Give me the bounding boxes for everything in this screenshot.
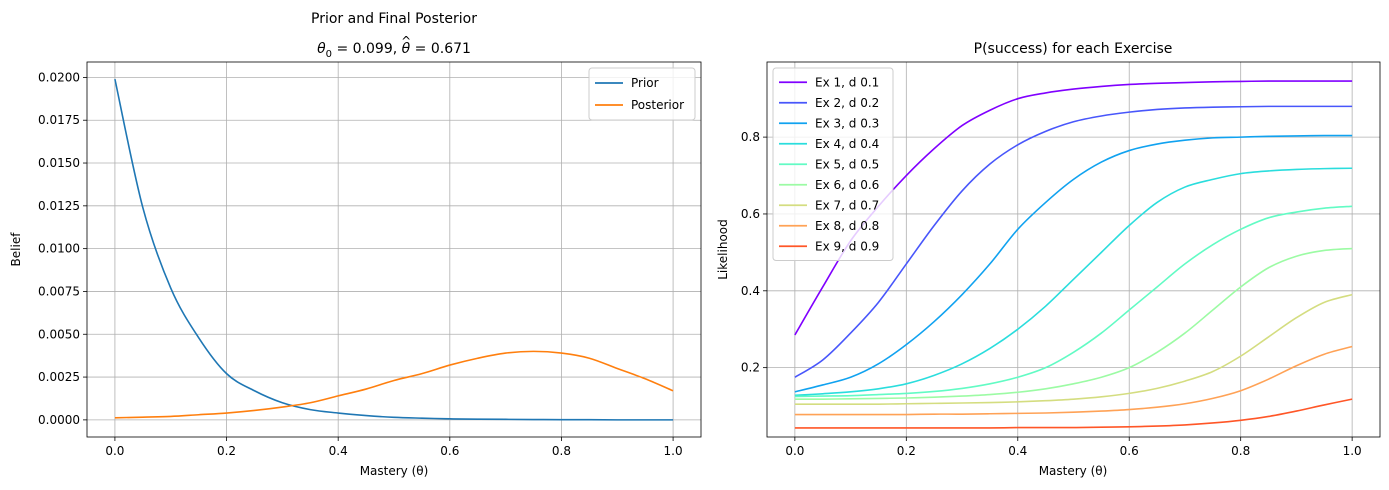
y-tick-label: 0.2: [741, 361, 760, 375]
x-tick-label: 0.2: [897, 444, 916, 458]
x-tick-label: 0.2: [217, 444, 236, 458]
series-line-4: [794, 167, 1353, 397]
success-likelihood-chart: P(success) for each Exercise 0.0 0.2 0.4 0.…: [716, 41, 1381, 478]
legend-label: Ex 1, d 0.1: [815, 75, 879, 89]
subtitle-value0: = 0.099,: [332, 41, 402, 57]
x-axis-label: Mastery (θ): [360, 464, 429, 478]
y-tick-label: 0.0150: [38, 156, 80, 170]
y-tick-label: 0.4: [741, 284, 760, 298]
series-line-8: [794, 345, 1353, 416]
subtitle-value1: = 0.671: [410, 41, 471, 57]
legend-label: Ex 9, d 0.9: [815, 239, 879, 253]
series-line-1: [114, 78, 674, 421]
series-line-9: [794, 398, 1353, 429]
chart-title: P(success) for each Exercise: [974, 41, 1173, 57]
x-tick-label: 0.8: [552, 444, 571, 458]
x-tick-label: 0.4: [1008, 444, 1027, 458]
series-line-2: [114, 350, 674, 419]
legend: Prior Posterior: [588, 67, 696, 121]
plot-frame: [86, 61, 702, 438]
legend-box: [588, 67, 696, 121]
subtitle-theta0: θ: [317, 41, 326, 57]
x-tick-label: 0.4: [329, 444, 348, 458]
legend-box: [772, 67, 894, 261]
x-tick-label: 0.6: [440, 444, 459, 458]
series-line-6: [794, 247, 1353, 400]
y-tick-label: 0.8: [741, 130, 760, 144]
x-tick-label: 0.6: [1120, 444, 1139, 458]
hat-accent: ^: [401, 34, 411, 48]
legend-label: Ex 4, d 0.4: [815, 137, 879, 151]
x-tick-label: 0.8: [1231, 444, 1250, 458]
series-line-3: [794, 134, 1353, 393]
series-line-7: [794, 293, 1353, 405]
x-tick-label: 1.0: [1343, 444, 1362, 458]
prior-posterior-chart: Prior and Final Posterior θ0 = 0.099, θ …: [9, 11, 702, 478]
y-tick-label: 0.6: [741, 207, 760, 221]
subtitle-thetahat: θ: [402, 41, 411, 57]
x-axis-label: Mastery (θ): [1039, 464, 1108, 478]
y-tick-label: 0.0075: [38, 284, 80, 298]
legend-label: Ex 3, d 0.3: [815, 116, 879, 130]
x-tick-label: 0.0: [105, 444, 124, 458]
y-axis-label: Likelihood: [716, 219, 730, 280]
chart-subtitle: θ0 = 0.099, θ = 0.671: [317, 41, 471, 60]
y-tick-label: 0.0025: [38, 370, 80, 384]
y-tick-label: 0.0200: [38, 70, 80, 84]
y-tick-label: 0.0175: [38, 113, 80, 127]
y-tick-label: 0.0100: [38, 242, 80, 256]
chart-title: Prior and Final Posterior: [311, 11, 477, 27]
x-tick-label: 1.0: [664, 444, 683, 458]
x-tick-label: 0.0: [785, 444, 804, 458]
y-tick-label: 0.0050: [38, 327, 80, 341]
series-line-2: [794, 105, 1353, 378]
legend-label: Prior: [631, 76, 659, 90]
y-axis-label: Belief: [9, 232, 23, 267]
legend: Ex 1, d 0.1 Ex 2, d 0.2 Ex 3, d 0.3 Ex 4, d…: [772, 67, 894, 261]
legend-label: Posterior: [631, 98, 684, 112]
legend-label: Ex 5, d 0.5: [815, 157, 879, 171]
legend-label: Ex 7, d 0.7: [815, 198, 879, 212]
series-line-5: [794, 205, 1353, 398]
legend-label: Ex 2, d 0.2: [815, 96, 879, 110]
plot-frame: [766, 61, 1381, 438]
legend-label: Ex 6, d 0.6: [815, 178, 879, 192]
y-tick-label: 0.0000: [38, 413, 80, 427]
subtitle-subscript: 0: [326, 49, 332, 60]
legend-label: Ex 8, d 0.8: [815, 219, 879, 233]
y-tick-label: 0.0125: [38, 199, 80, 213]
